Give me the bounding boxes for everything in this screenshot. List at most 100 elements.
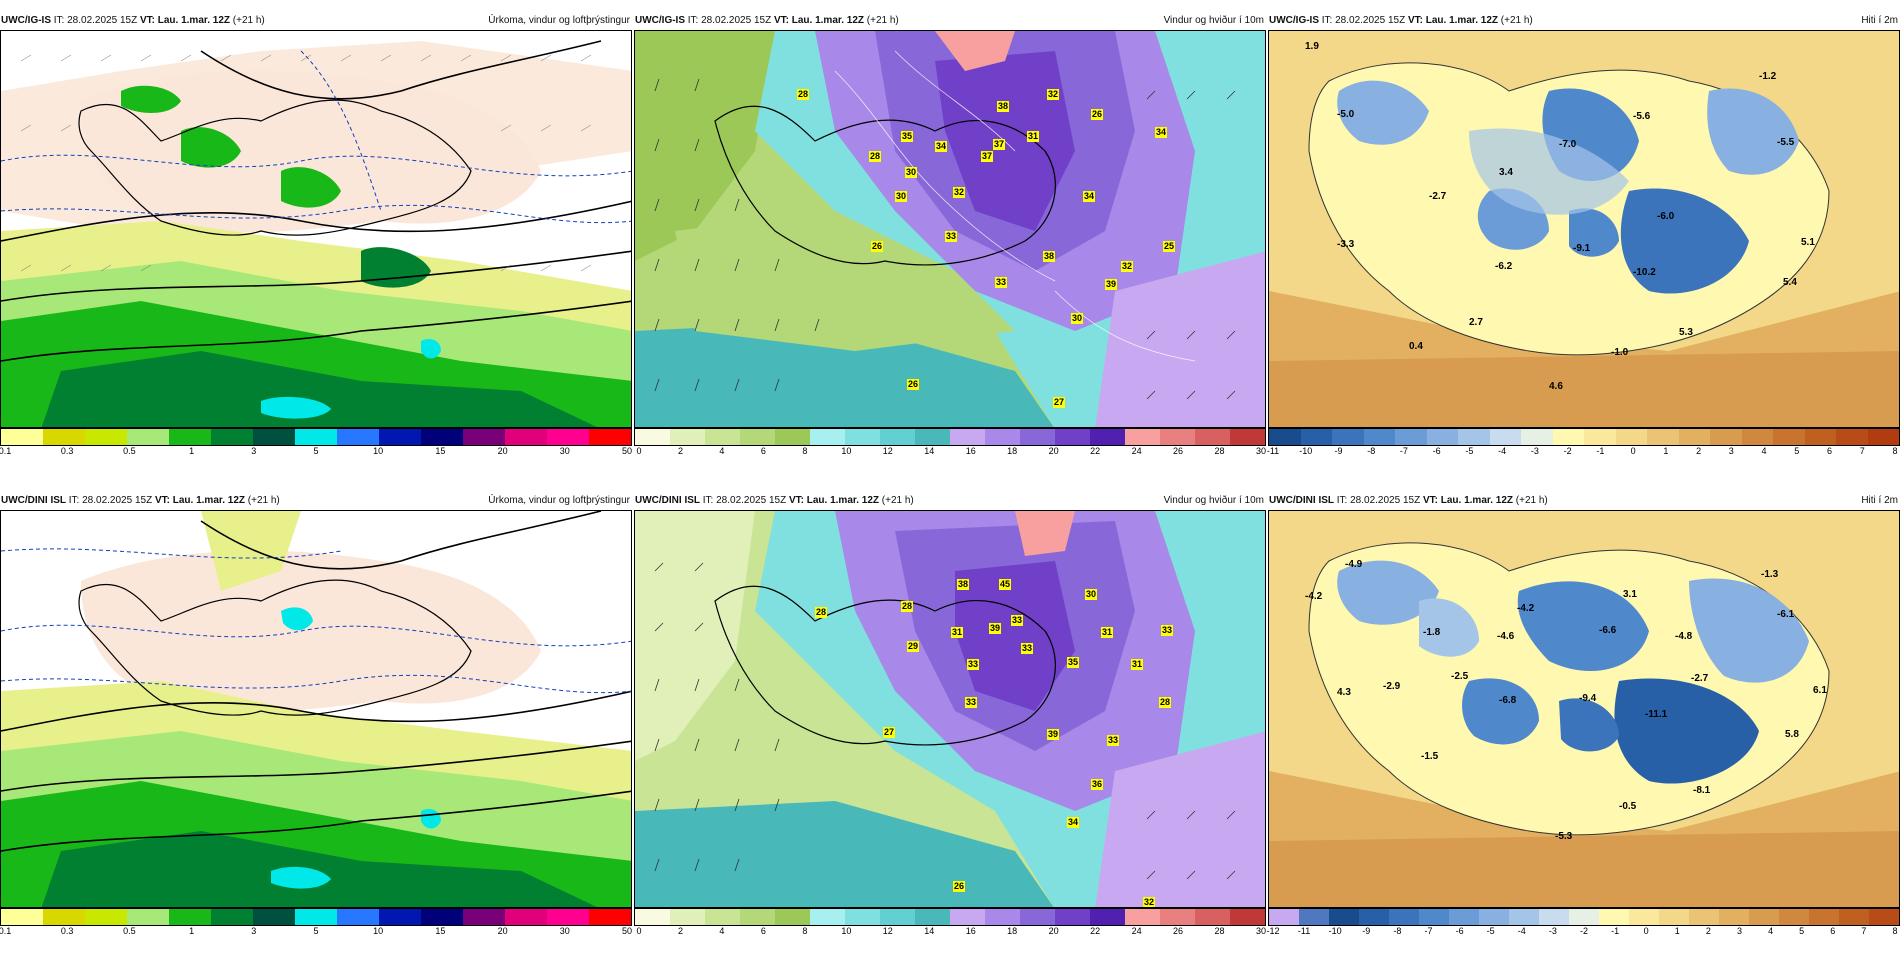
gust-value-label: 37	[993, 139, 1006, 150]
colorbar-swatch	[740, 909, 775, 925]
gust-value-label: 33	[1107, 735, 1120, 746]
colorbar-swatch	[337, 909, 379, 925]
colorbar-tick-label: 15	[435, 926, 446, 936]
colorbar-swatch	[85, 909, 127, 925]
colorbar-swatch	[775, 909, 810, 925]
colorbar-tick-label: -6	[1455, 926, 1464, 936]
colorbar-swatch	[810, 429, 845, 445]
colorbar-tick-label: 4	[719, 446, 725, 456]
colorbar-tick-label: 26	[1173, 446, 1184, 456]
colorbar-tick-label: 0	[1630, 446, 1636, 456]
colorbar-tick-label: 8	[1892, 926, 1898, 936]
gust-value-label: 35	[901, 131, 914, 142]
wind-map: 28 38 32 35 37 31 26 34 28 30 32 30 34 26 33 38 32 25 39 30…	[634, 30, 1266, 428]
lead-time: (+21 h)	[247, 495, 280, 506]
gust-value-label: 29	[907, 641, 920, 652]
temp-value-label: 0.4	[1409, 341, 1423, 352]
gust-value-label: 28	[1159, 697, 1172, 708]
colorbar-swatch	[1359, 909, 1389, 925]
colorbar-tick-label: 28	[1214, 446, 1225, 456]
colorbar-swatch	[1584, 429, 1616, 445]
colorbar-tick-label: -4	[1517, 926, 1526, 936]
temp-value-label: -1.2	[1759, 71, 1777, 82]
colorbar-swatch	[1749, 909, 1779, 925]
colorbar-tick-label: 3	[1736, 926, 1743, 936]
colorbar-swatch	[810, 909, 845, 925]
gust-value-label: 38	[957, 579, 970, 590]
colorbar-tick-label: -4	[1498, 446, 1507, 456]
colorbar-swatch	[845, 909, 880, 925]
gust-value-label: 26	[953, 881, 966, 892]
colorbar-swatch	[1521, 429, 1553, 445]
colorbar-swatch	[1773, 429, 1805, 445]
colorbar-tick-label: 15	[435, 446, 446, 456]
colorbar-swatch	[1195, 909, 1230, 925]
colorbar-tick-label: 30	[1255, 446, 1267, 456]
temp-value-label: -6.0	[1657, 211, 1675, 222]
colorbar-tick-label: 1	[1663, 446, 1669, 456]
colorbar-swatch	[379, 429, 421, 445]
temp-value-label: -4.2	[1517, 603, 1535, 614]
colorbar-swatch	[421, 429, 463, 445]
colorbar-tick-label: 2	[677, 446, 683, 456]
colorbar-swatch	[1615, 429, 1647, 445]
colorbar-swatch	[1230, 429, 1265, 445]
gust-value-label: 34	[1067, 817, 1080, 828]
colorbar-tick-label: 10	[841, 446, 852, 456]
colorbar-swatch	[1269, 429, 1301, 445]
colorbar-swatch	[1125, 429, 1160, 445]
colorbar-tick-label: 2	[1696, 446, 1702, 456]
colorbar-swatch	[1867, 429, 1899, 445]
colorbar-tick-label: 16	[965, 446, 976, 456]
temp-value-label: -11.1	[1645, 709, 1668, 720]
gust-value-label: 28	[901, 601, 914, 612]
temp-value-label: -6.1	[1777, 609, 1795, 620]
colorbar-tick-label: -1	[1596, 446, 1605, 456]
gust-value-label: 34	[1155, 127, 1168, 138]
panel-header: UWC/DINI ISL IT: 28.02.2025 15Z VT: Lau.…	[634, 492, 1266, 510]
temp-value-label: -1.5	[1421, 751, 1439, 762]
precip-colorbar	[0, 428, 632, 446]
colorbar-swatch	[589, 429, 631, 445]
temp-value-label: -6.8	[1499, 695, 1517, 706]
colorbar-swatch	[740, 429, 775, 445]
init-time: IT: 28.02.2025 15Z	[702, 495, 787, 506]
wind-colorbar	[634, 428, 1266, 446]
gust-value-label: 28	[797, 89, 810, 100]
model-name: UWC/IG-IS	[1269, 15, 1319, 26]
temp-value-label: 4.6	[1549, 381, 1563, 392]
temp-value-label: 3.4	[1499, 167, 1513, 178]
temp-value-label: -1.8	[1423, 627, 1441, 638]
colorbar-swatch	[127, 429, 169, 445]
colorbar-swatch	[950, 909, 985, 925]
colorbar-swatch	[1395, 429, 1427, 445]
colorbar-tick-label: 8	[802, 926, 808, 936]
panel-title: Úrkoma, vindur og loftþrýstingur	[488, 15, 630, 26]
colorbar-swatch	[295, 429, 337, 445]
colorbar-swatch	[1125, 909, 1160, 925]
panel-igis-wind: UWC/IG-IS IT: 28.02.2025 15Z VT: Lau. 1.…	[634, 12, 1266, 474]
colorbar-swatch	[85, 429, 127, 445]
colorbar-swatch	[463, 429, 505, 445]
temp-value-label: 5.8	[1785, 729, 1799, 740]
gust-value-label: 33	[965, 697, 978, 708]
gust-value-label: 31	[1027, 131, 1040, 142]
colorbar-swatch	[1426, 429, 1458, 445]
lead-time: (+21 h)	[866, 15, 899, 26]
colorbar-tick-label: 4	[1768, 926, 1774, 936]
colorbar-swatch	[1160, 909, 1195, 925]
gust-value-label: 36	[1091, 779, 1104, 790]
colorbar-swatch	[1489, 429, 1521, 445]
gust-value-label: 27	[1053, 397, 1066, 408]
colorbar-tick-label: 50	[621, 446, 633, 456]
colorbar-swatch	[43, 429, 85, 445]
colorbar-tick-label: 0.1	[0, 926, 12, 936]
gust-value-label: 34	[1083, 191, 1096, 202]
temp-colorbar	[1268, 428, 1900, 446]
colorbar-tick-label: 20	[497, 446, 508, 456]
colorbar-swatch	[421, 909, 463, 925]
colorbar-swatch	[379, 909, 421, 925]
colorbar-swatch	[589, 909, 631, 925]
colorbar-tick-label: -2	[1563, 446, 1572, 456]
colorbar-swatch	[670, 909, 705, 925]
